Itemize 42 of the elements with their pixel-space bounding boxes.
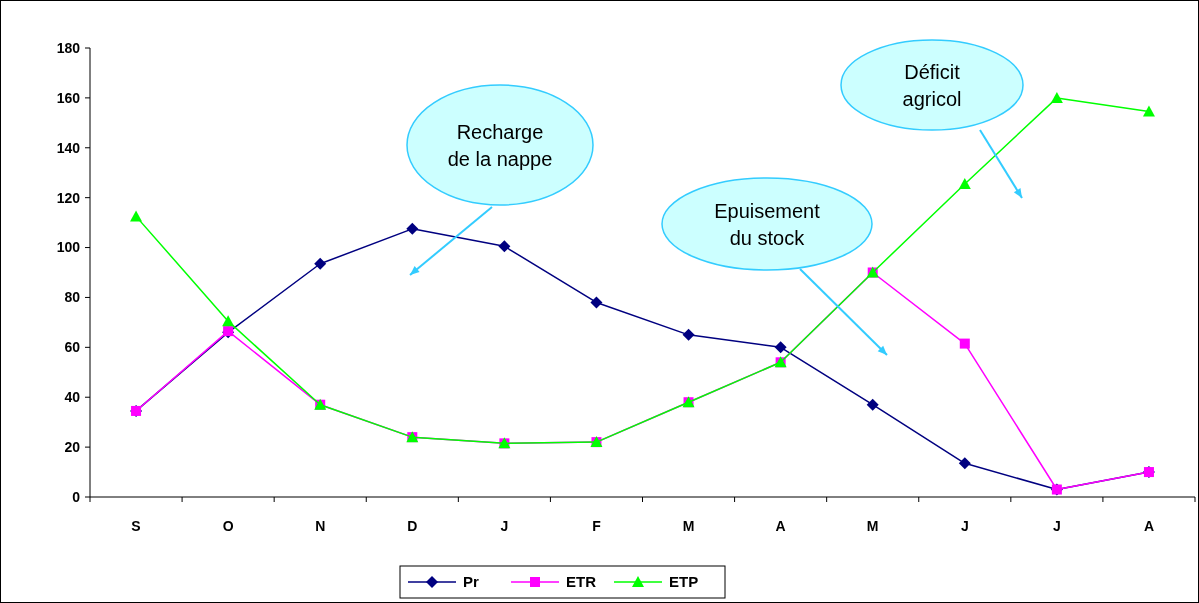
point — [958, 177, 971, 189]
point — [958, 457, 971, 470]
annotation: Déficit agricol — [902, 61, 962, 110]
y-tick-label: 100 — [56, 239, 81, 256]
point — [866, 398, 879, 411]
y-tick-label: 140 — [56, 139, 81, 156]
x-tick-label: J — [960, 518, 969, 534]
point — [130, 210, 143, 222]
x-tick-label: J — [500, 518, 509, 534]
y-tick-label: 80 — [64, 289, 81, 306]
y-tick-label: 20 — [64, 439, 81, 456]
y-tick-label: 180 — [56, 39, 81, 56]
x-tick-label: A — [775, 518, 786, 534]
point — [498, 240, 511, 253]
point — [222, 315, 235, 327]
point — [682, 328, 695, 341]
annotation: Recharge de la nappe — [447, 121, 553, 170]
y-tick-label: 60 — [64, 339, 81, 356]
legend-label: Pr — [463, 573, 479, 591]
legend-label: ETR — [566, 573, 597, 591]
x-tick-label: S — [131, 518, 141, 534]
y-tick-label: 160 — [56, 89, 81, 106]
point — [1050, 91, 1063, 103]
point — [314, 257, 327, 270]
y-tick-label: 40 — [64, 389, 81, 406]
point — [406, 222, 419, 235]
x-tick-label: J — [1052, 518, 1061, 534]
point — [590, 296, 603, 309]
point — [774, 341, 787, 354]
legend-label: ETP — [669, 573, 699, 591]
point — [959, 338, 970, 349]
annotation: Epuisement du stock — [714, 200, 821, 249]
x-tick-label: M — [866, 518, 879, 534]
y-tick-label: 0 — [72, 488, 81, 505]
x-tick-label: A — [1143, 518, 1155, 534]
x-tick-label: M — [682, 518, 695, 534]
x-tick-label: F — [592, 518, 602, 534]
y-tick-label: 120 — [56, 189, 81, 206]
x-tick-label: N — [315, 518, 326, 534]
x-tick-label: O — [222, 518, 234, 534]
x-tick-label: D — [407, 518, 418, 534]
point — [1142, 105, 1155, 117]
